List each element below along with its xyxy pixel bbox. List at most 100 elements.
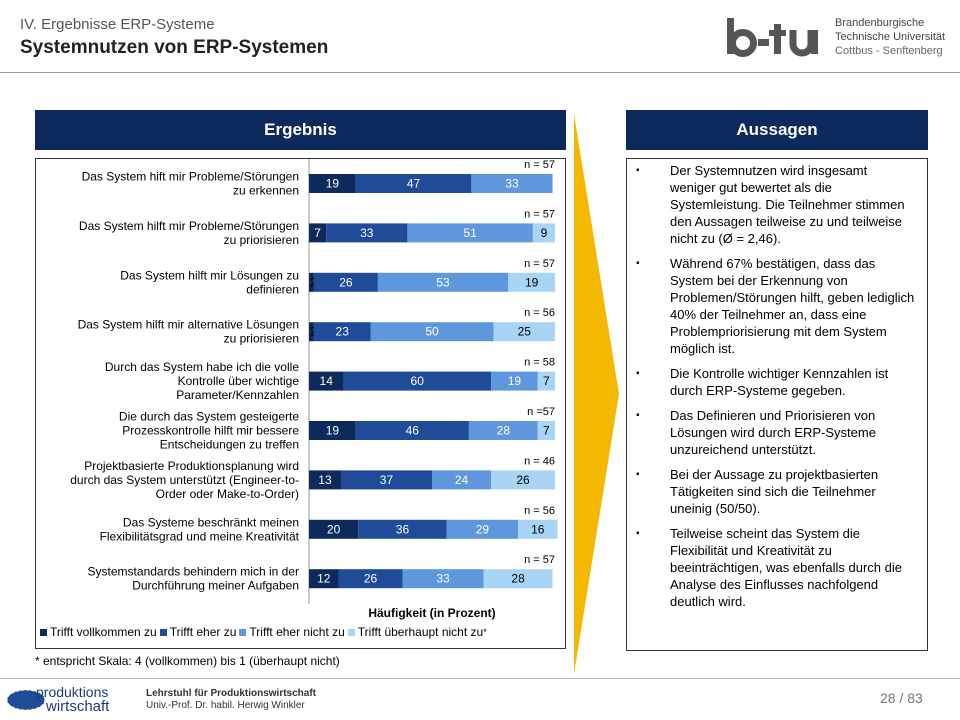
bar-segment bbox=[370, 322, 494, 342]
data-label: 33 bbox=[360, 226, 374, 240]
flow-arrow-icon bbox=[574, 114, 619, 674]
university-logo: Brandenburgische Technische Universität … bbox=[724, 16, 954, 60]
bar-segment bbox=[355, 174, 472, 193]
data-label: 33 bbox=[436, 572, 450, 586]
category-label: Die durch das System gesteigerte Prozessk… bbox=[119, 410, 299, 452]
legend-swatch bbox=[159, 628, 167, 636]
bar-segment bbox=[537, 421, 555, 440]
aussage-item: ▪ Bei der Aussage zu projektbasierten Tät… bbox=[636, 466, 916, 517]
bar-segment bbox=[309, 421, 356, 440]
data-label: 46 bbox=[406, 424, 420, 438]
aussage-text: Die Kontrolle wichtiger Kennzahlen ist d… bbox=[670, 366, 889, 398]
aussage-item: ▪ Die Kontrolle wichtiger Kennzahlen ist … bbox=[636, 365, 916, 399]
section-subtitle: IV. Ergebnisse ERP-Systeme bbox=[20, 16, 215, 33]
bar-segment bbox=[313, 322, 371, 342]
bar-segment bbox=[309, 371, 344, 391]
data-label: 26 bbox=[516, 473, 530, 487]
sample-size-label: n = 56 bbox=[524, 505, 555, 517]
data-label: 7 bbox=[314, 226, 321, 240]
header-divider bbox=[0, 72, 960, 73]
bar-segment bbox=[309, 174, 356, 193]
data-label: 26 bbox=[364, 572, 378, 586]
bar-segment bbox=[326, 223, 408, 243]
data-label: 24 bbox=[455, 473, 469, 487]
logo-text-line2: Technische Universität bbox=[835, 31, 946, 43]
aussage-text: Bei der Aussage zu projektbasierten Täti… bbox=[670, 467, 879, 516]
btu-logo-icon bbox=[727, 18, 818, 57]
data-label: 37 bbox=[380, 473, 394, 487]
category-label: Das System hilft mir Lösungen zu definier… bbox=[120, 268, 299, 296]
data-label: 29 bbox=[476, 522, 490, 536]
data-label: 12 bbox=[317, 572, 331, 586]
data-label: 36 bbox=[396, 522, 410, 536]
page-number: 28 / 83 bbox=[880, 690, 923, 706]
bar-segment bbox=[508, 272, 555, 292]
bar-segment bbox=[313, 272, 378, 292]
data-label: 20 bbox=[327, 522, 341, 536]
section-header-aussagen: Aussagen bbox=[626, 110, 928, 150]
sample-size-label: n =57 bbox=[527, 406, 555, 418]
bar-segment bbox=[468, 421, 538, 440]
category-label: Das Systeme beschränkt meinen Flexibilitä… bbox=[100, 515, 300, 543]
bar-segment bbox=[493, 322, 555, 342]
bar-segment bbox=[309, 519, 359, 539]
bar-segment bbox=[491, 470, 555, 490]
bar-segment bbox=[537, 371, 555, 391]
category-label: Projektbasierte Produktionsplanung wird d… bbox=[70, 459, 299, 501]
bullet-icon: ▪ bbox=[636, 410, 640, 421]
aussage-item: ▪ Teilweise scheint das System die Flexib… bbox=[636, 525, 916, 610]
data-label: 47 bbox=[407, 177, 421, 191]
data-label: 7 bbox=[543, 374, 550, 388]
logo-word-2: wirtschaft bbox=[46, 698, 110, 715]
legend-item: Trifft vollkommen zu bbox=[40, 625, 157, 639]
bar-segment bbox=[432, 470, 492, 490]
sample-size-label: n = 56 bbox=[524, 307, 555, 319]
legend-item: Trifft eher nicht zu bbox=[239, 625, 345, 639]
data-label: 14 bbox=[320, 374, 334, 388]
data-label: 51 bbox=[463, 226, 477, 240]
bullet-icon: ▪ bbox=[636, 165, 640, 176]
category-label: Das System hilft mir alternative Lösunge… bbox=[78, 318, 299, 346]
bar-segment bbox=[309, 569, 339, 589]
aussage-text: Während 67% bestätigen, dass das System … bbox=[670, 256, 915, 356]
legend-swatch bbox=[40, 628, 47, 636]
chart-panel: 19 47 33 n = 57 Das System hift mir Probleme… bbox=[35, 158, 566, 649]
legend-label: Trifft eher nicht zu bbox=[249, 625, 345, 639]
scale-footnote: * entspricht Skala: 4 (vollkommen) bis 1… bbox=[35, 654, 340, 668]
section-header-ergebnis: Ergebnis bbox=[35, 110, 566, 150]
bar-segment bbox=[309, 223, 327, 243]
data-label: 9 bbox=[541, 226, 548, 240]
bar-segment bbox=[491, 371, 538, 391]
bar-segment bbox=[343, 371, 492, 391]
data-label: 19 bbox=[508, 374, 522, 388]
stacked-bar-chart: 19 47 33 n = 57 Das System hift mir Probleme… bbox=[70, 159, 558, 620]
bar-segment bbox=[309, 272, 314, 292]
footer-chair-name: Lehrstuhl für Produktionswirtschaft bbox=[146, 688, 317, 699]
data-label: 19 bbox=[525, 275, 539, 289]
bar-segment bbox=[518, 519, 558, 539]
chair-logo-icon bbox=[6, 689, 46, 711]
data-label: 28 bbox=[511, 572, 525, 586]
footer-professor: Univ.-Prof. Dr. habil. Herwig Winkler bbox=[146, 700, 305, 711]
sample-size-label: n = 46 bbox=[524, 455, 555, 467]
data-label: 2 bbox=[310, 325, 317, 339]
sample-size-label: n = 57 bbox=[524, 554, 555, 566]
bullet-icon: ▪ bbox=[636, 368, 640, 379]
bar-segment bbox=[377, 272, 509, 292]
data-label: 28 bbox=[497, 424, 511, 438]
data-label: 50 bbox=[425, 325, 439, 339]
bar-segment bbox=[402, 569, 484, 589]
aussage-text: Teilweise scheint das System die Flexibi… bbox=[670, 526, 902, 609]
bar-segment bbox=[358, 519, 447, 539]
legend-item: Trifft überhaupt nicht zu * bbox=[347, 625, 487, 639]
category-label: Das System hilft mir Probleme/Störungen z… bbox=[79, 219, 299, 247]
logo-text-line3: Cottbus - Senftenberg bbox=[835, 45, 943, 57]
bar-segment bbox=[407, 223, 533, 243]
bar-segment bbox=[483, 569, 553, 589]
data-label: 19 bbox=[326, 177, 340, 191]
data-label: 16 bbox=[531, 522, 545, 536]
data-label: 25 bbox=[518, 325, 532, 339]
aussage-item: ▪ Der Systemnutzen wird insgesamt weniger… bbox=[636, 162, 916, 247]
legend-label: Trifft vollkommen zu bbox=[50, 625, 157, 639]
bullet-icon: ▪ bbox=[636, 528, 640, 539]
